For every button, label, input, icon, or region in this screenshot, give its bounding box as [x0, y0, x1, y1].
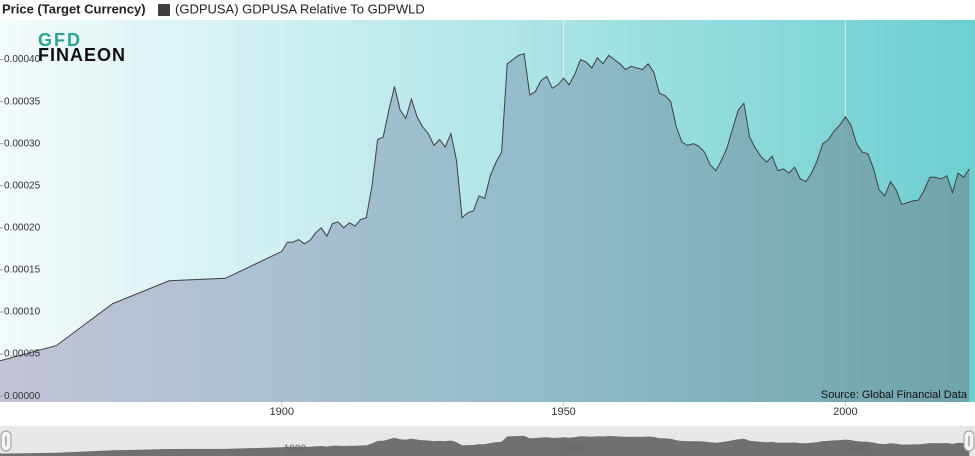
navigator-tick-label: 1900	[284, 444, 307, 455]
y-tick-label: 0.00025	[4, 180, 41, 191]
logo-top: GFD	[38, 30, 82, 50]
x-tick-label: 1950	[551, 406, 575, 418]
y-tick-label: 0.00000	[4, 391, 41, 402]
x-tick-label: 2000	[833, 406, 857, 418]
y-tick-label: 0.00010	[4, 307, 41, 318]
navigator-area	[0, 435, 970, 456]
legend-label[interactable]: (GDPUSA) GDPUSA Relative To GDPWLD	[175, 1, 425, 16]
y-tick-label: 0.00035	[4, 96, 41, 107]
source-note: Source: Global Financial Data	[821, 389, 968, 401]
navigator-tick-label: 2000	[847, 444, 870, 455]
x-tick-label: 1900	[270, 406, 294, 418]
line	[0, 53, 970, 362]
y-tick-label: 0.00020	[4, 222, 41, 233]
y-tick-label: 0.00040	[4, 54, 41, 65]
y-tick-label: 0.00030	[4, 138, 41, 149]
legend-swatch[interactable]	[158, 4, 170, 16]
navigator-tick-label: 1950	[566, 444, 589, 455]
y-tick-label: 0.00005	[4, 349, 41, 360]
chart-title: Price (Target Currency)	[2, 1, 146, 16]
area	[0, 53, 970, 402]
logo-bottom: FINAEON	[38, 45, 126, 65]
y-tick-label: 0.00015	[4, 265, 41, 276]
